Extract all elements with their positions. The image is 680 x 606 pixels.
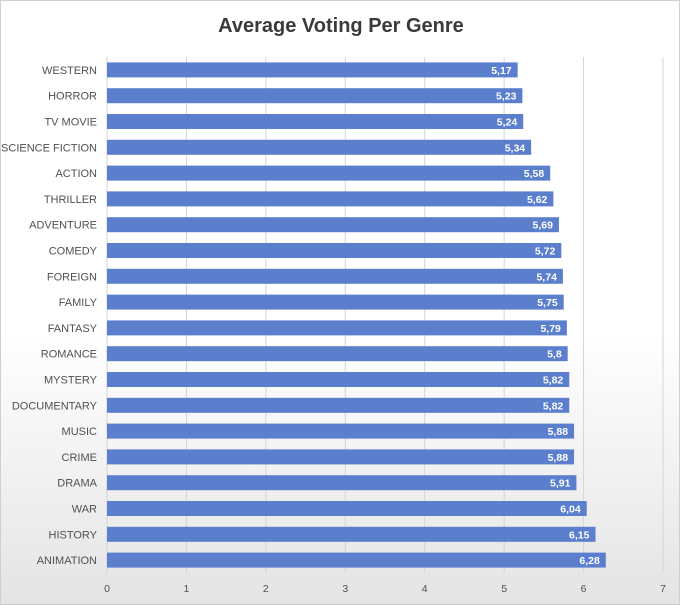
category-label: TV MOVIE	[44, 117, 97, 129]
category-label: HORROR	[48, 91, 97, 103]
data-label: 5,17	[491, 65, 512, 77]
category-label: ROMANCE	[41, 349, 97, 361]
category-label: SCIENCE FICTION	[1, 142, 97, 154]
data-label: 5,69	[533, 220, 554, 232]
x-tick-label: 4	[422, 583, 428, 595]
data-label: 5,91	[550, 478, 571, 490]
bar	[107, 423, 575, 439]
bar	[107, 475, 577, 491]
data-label: 5,82	[543, 400, 564, 412]
data-label: 5,75	[537, 297, 558, 309]
category-label: MUSIC	[62, 426, 98, 438]
data-label: 5,79	[540, 323, 561, 335]
bar	[107, 268, 563, 284]
bar	[107, 62, 518, 78]
x-tick-label: 7	[660, 583, 666, 595]
bar	[107, 526, 596, 542]
x-tick-label: 2	[263, 583, 269, 595]
category-label: ACTION	[55, 168, 97, 180]
data-label: 5,24	[497, 117, 518, 129]
x-tick-label: 3	[342, 583, 348, 595]
bar	[107, 243, 562, 258]
category-label: FAMILY	[59, 297, 98, 309]
category-label: ANIMATION	[37, 555, 97, 567]
category-label: DOCUMENTARY	[12, 400, 98, 412]
category-label: DRAMA	[57, 478, 97, 490]
category-label: HISTORY	[49, 529, 98, 541]
category-label: CRIME	[62, 452, 97, 464]
bar	[107, 139, 532, 155]
category-label: THRILLER	[44, 194, 97, 206]
bar	[107, 191, 554, 207]
x-tick-label: 6	[581, 583, 587, 595]
bar	[107, 294, 564, 310]
data-label: 6,28	[579, 555, 600, 567]
bar	[107, 217, 559, 233]
bar	[107, 372, 570, 387]
bar	[107, 346, 568, 362]
x-tick-label: 0	[104, 583, 110, 595]
category-label: MYSTERY	[44, 375, 98, 387]
data-label: 5,82	[543, 375, 564, 387]
chart-title: Average Voting Per Genre	[218, 15, 464, 37]
category-label: COMEDY	[49, 246, 98, 258]
bar	[107, 501, 587, 516]
x-tick-label: 5	[501, 583, 507, 595]
data-label: 5,62	[527, 194, 548, 206]
bar	[107, 88, 523, 104]
data-label: 5,88	[548, 452, 569, 464]
data-label: 5,74	[536, 271, 557, 283]
bar	[107, 320, 567, 336]
data-label: 6,15	[569, 529, 590, 541]
data-label: 5,88	[548, 426, 569, 438]
category-label: FOREIGN	[47, 271, 97, 283]
bar	[107, 449, 575, 465]
bar	[107, 165, 551, 181]
bar	[107, 114, 524, 129]
data-label: 5,8	[547, 349, 562, 361]
category-label: ADVENTURE	[29, 220, 97, 232]
category-label: WAR	[72, 504, 97, 516]
data-label: 5,23	[496, 91, 517, 103]
x-tick-label: 1	[184, 583, 190, 595]
data-label: 5,34	[505, 142, 526, 154]
bar	[107, 397, 570, 413]
category-label: WESTERN	[42, 65, 97, 77]
category-label: FANTASY	[48, 323, 98, 335]
bar	[107, 552, 606, 568]
data-label: 6,04	[560, 504, 581, 516]
data-label: 5,72	[535, 246, 556, 258]
data-label: 5,58	[524, 168, 545, 180]
